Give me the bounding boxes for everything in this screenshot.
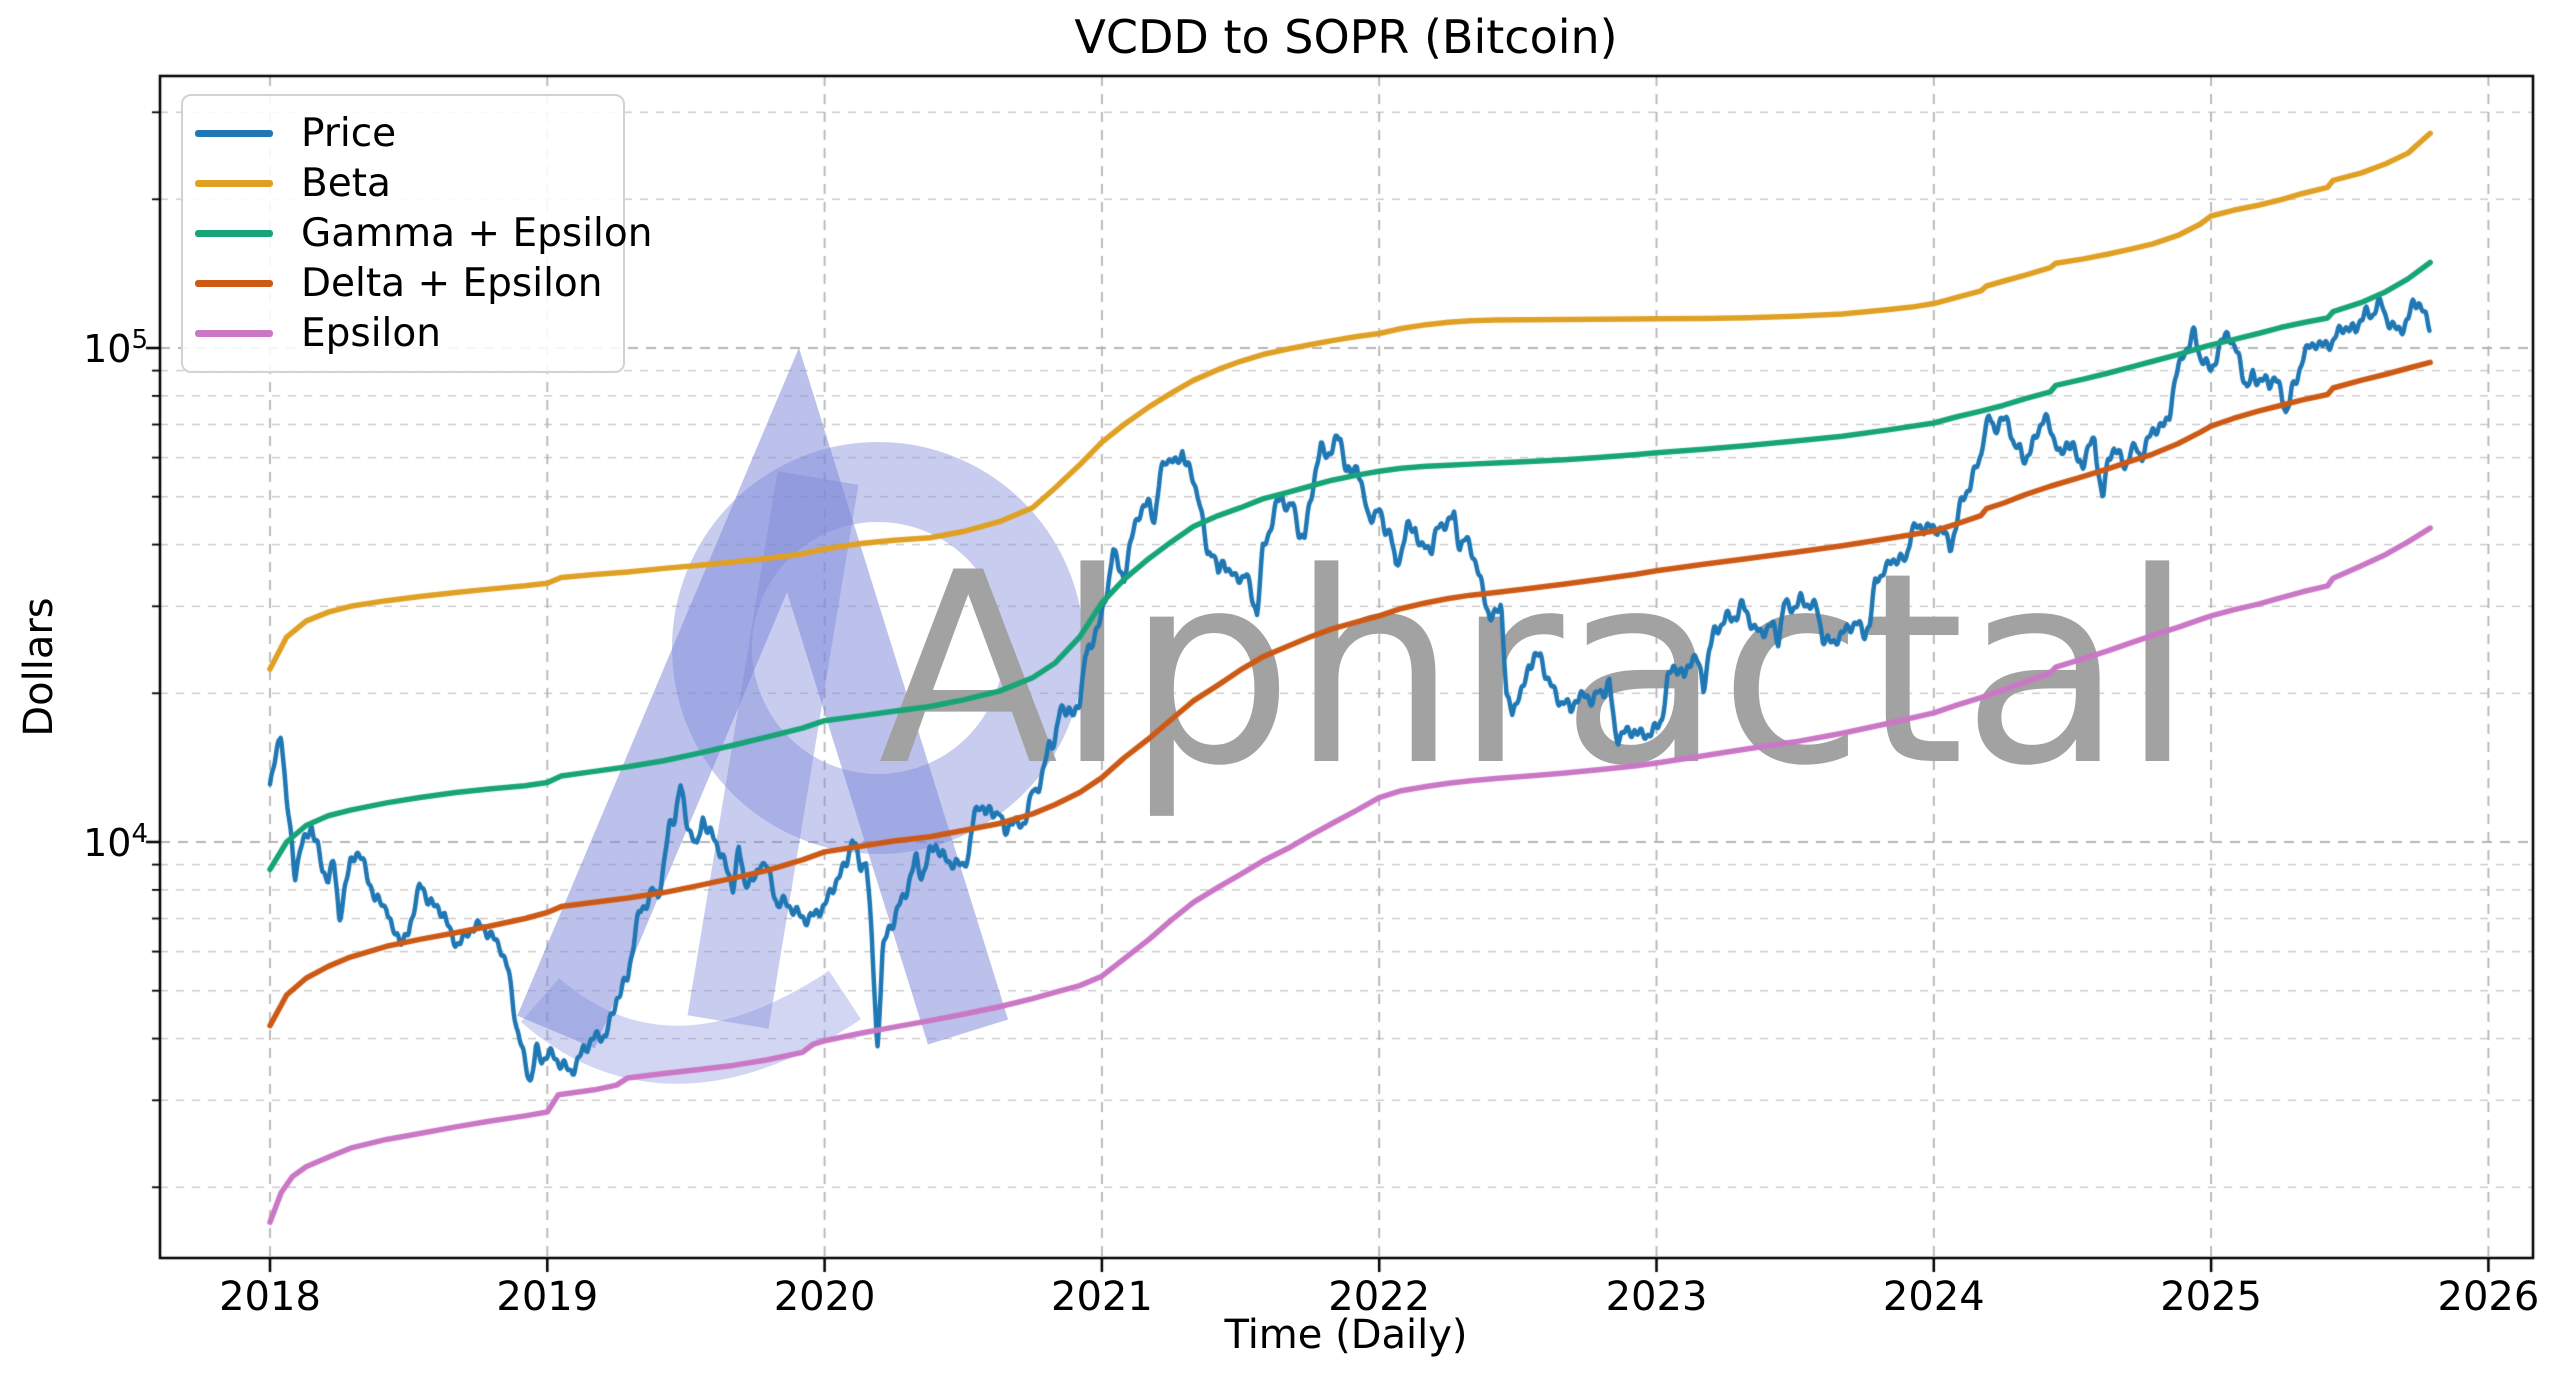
legend-item-beta: Beta (195, 158, 623, 208)
x-tick-label: 2023 (1605, 1274, 1708, 1320)
legend-item-delta-epsilon: Delta + Epsilon (195, 258, 623, 308)
x-tick-label: 2026 (2437, 1274, 2540, 1320)
x-tick-label: 2019 (496, 1274, 599, 1320)
y-axis-label: Dollars (16, 597, 62, 737)
x-axis-label: Time (Daily) (1224, 1312, 1468, 1358)
legend: Price Beta Gamma + Epsilon Delta + Epsil… (181, 94, 652, 373)
legend-label: Delta + Epsilon (301, 260, 603, 306)
x-tick-label: 2021 (1050, 1274, 1153, 1320)
gamma-epsilon-line-swatch (195, 229, 273, 237)
legend-label: Gamma + Epsilon (301, 210, 653, 256)
legend-item-epsilon: Epsilon (195, 308, 623, 358)
price-line-swatch (195, 129, 273, 137)
x-tick-label: 2022 (1328, 1274, 1431, 1320)
y-tick-label-1e4: 104 (83, 819, 148, 865)
x-tick-label: 2020 (773, 1274, 876, 1320)
legend-label: Beta (301, 160, 391, 206)
y-tick-label-1e5: 105 (83, 325, 148, 371)
x-tick-label: 2018 (219, 1274, 321, 1320)
epsilon-line-swatch (195, 329, 273, 337)
delta-epsilon-line-swatch (195, 279, 273, 287)
legend-label: Epsilon (301, 310, 441, 356)
x-tick-label: 2024 (1882, 1274, 1985, 1320)
x-tick-label: 2025 (2160, 1274, 2262, 1320)
legend-item-price: Price (195, 108, 623, 158)
legend-item-gamma-epsilon: Gamma + Epsilon (195, 208, 652, 258)
legend-label: Price (301, 110, 397, 156)
beta-line-swatch (195, 179, 273, 187)
chart-title: VCDD to SOPR (Bitcoin) (1074, 10, 1618, 64)
